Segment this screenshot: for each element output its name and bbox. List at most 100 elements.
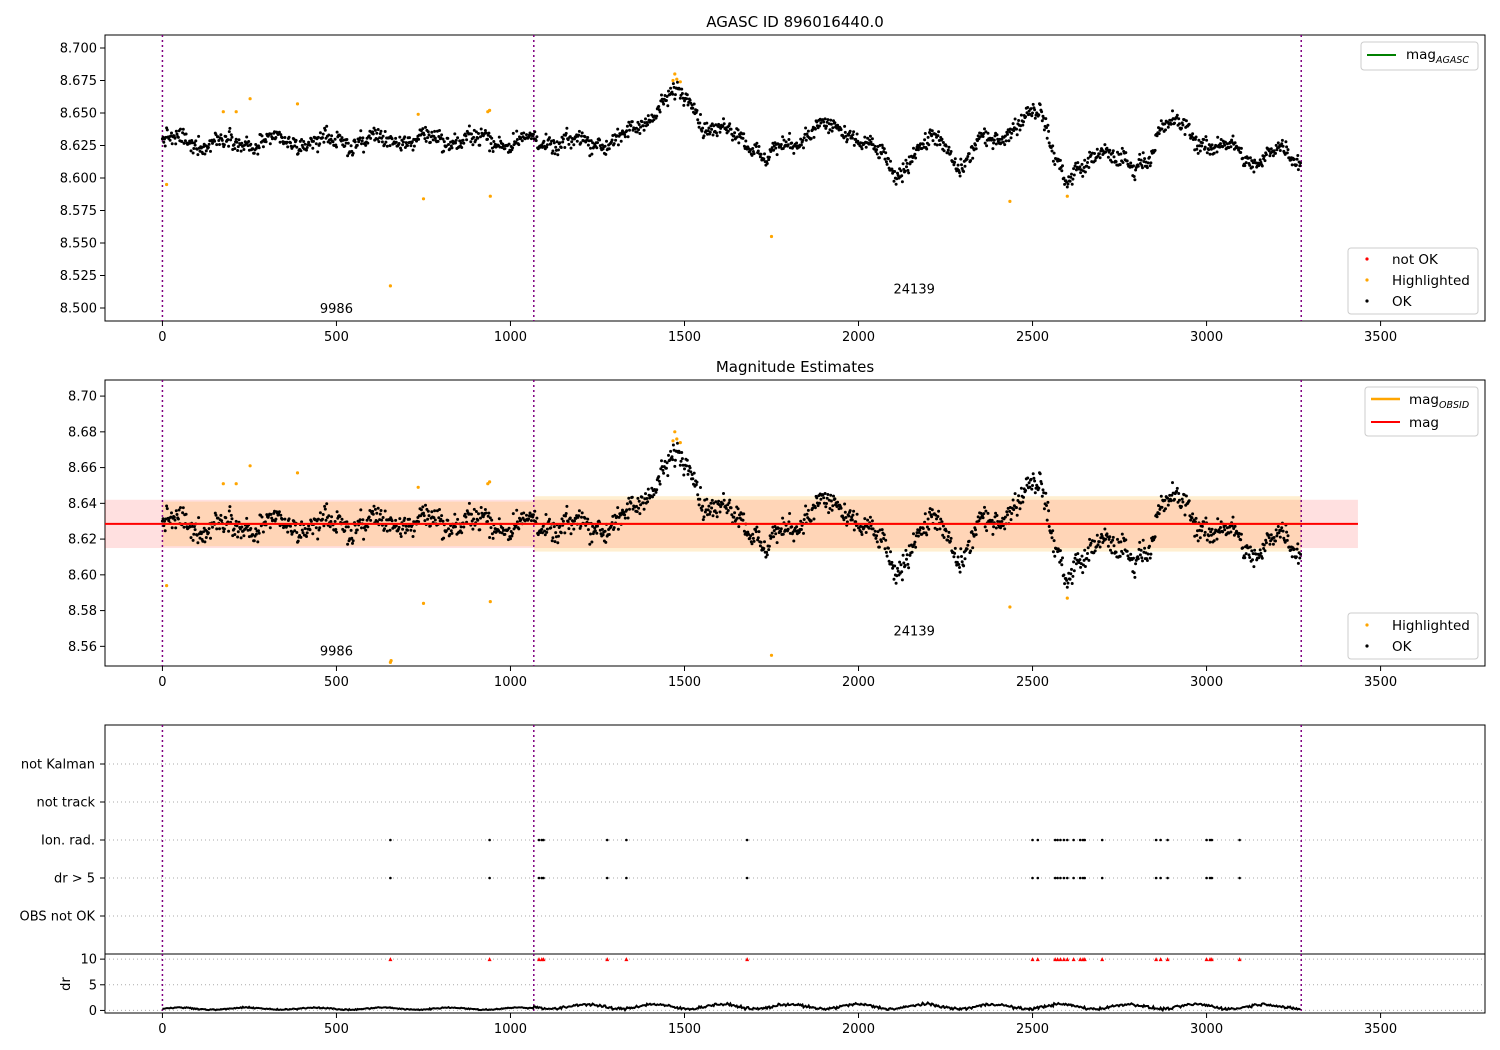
ok-point	[1187, 122, 1191, 126]
ok-point	[707, 126, 711, 130]
ok-point	[1051, 529, 1055, 533]
ok-point	[450, 146, 454, 150]
ok-point	[728, 122, 732, 126]
ok-point	[268, 142, 272, 146]
ok-point	[545, 527, 549, 531]
ok-point	[294, 138, 298, 142]
ok-point	[864, 145, 868, 149]
clipped-dr-marker	[537, 957, 542, 962]
panel2-ok-points	[160, 441, 1302, 589]
ok-point	[1292, 157, 1296, 161]
ok-point	[346, 154, 350, 158]
ok-point	[589, 532, 592, 536]
ok-point	[224, 135, 228, 138]
ok-point	[737, 525, 741, 529]
ok-point	[1105, 532, 1109, 536]
ok-point	[963, 557, 967, 561]
ok-point	[833, 121, 837, 125]
ok-point	[1111, 535, 1115, 539]
ok-point	[228, 505, 232, 509]
y-tick-label: 8.575	[60, 204, 97, 219]
ok-point	[686, 472, 690, 476]
ok-point	[1221, 530, 1225, 534]
ok-point	[1194, 135, 1198, 139]
ok-point	[711, 514, 715, 518]
ok-point	[333, 137, 337, 141]
ok-point	[626, 516, 630, 520]
ok-point	[349, 528, 353, 532]
panel1-x-axis: 0 500 1000 1500 2000 2500 3000 3500	[158, 321, 1397, 345]
ok-point	[905, 553, 909, 557]
ok-point	[1104, 150, 1108, 154]
ok-point	[426, 136, 430, 140]
ok-point	[1278, 149, 1282, 152]
ok-point	[1047, 129, 1051, 133]
highlighted-point	[295, 471, 300, 475]
ok-point	[1086, 161, 1089, 164]
ok-point	[1148, 556, 1152, 560]
ok-point	[848, 509, 852, 513]
ok-point	[976, 515, 980, 519]
ok-point	[751, 536, 755, 540]
flag-point	[537, 838, 541, 842]
ok-point	[442, 536, 446, 540]
ok-point	[1276, 525, 1280, 528]
ok-point	[575, 139, 579, 143]
ok-point	[454, 141, 457, 145]
ok-point	[864, 531, 868, 534]
ok-point	[1267, 149, 1271, 153]
flag-point	[1238, 876, 1241, 880]
ok-point	[887, 157, 890, 161]
ok-point	[628, 507, 631, 511]
ok-point	[408, 136, 411, 140]
ok-point	[671, 82, 675, 86]
ok-point	[1145, 166, 1149, 170]
ok-point	[621, 508, 624, 512]
ok-point	[1012, 508, 1016, 512]
ok-point	[170, 511, 173, 515]
ok-point	[404, 141, 408, 145]
ok-point	[1284, 140, 1288, 144]
ok-point	[829, 493, 833, 497]
ok-point	[1060, 563, 1064, 567]
ok-point	[194, 139, 198, 143]
legend-label-highlighted: Highlighted	[1392, 618, 1470, 634]
ok-point	[1175, 486, 1179, 490]
ok-point	[428, 140, 432, 144]
ok-point	[1146, 161, 1150, 165]
ok-point	[236, 149, 240, 152]
ok-point	[1096, 543, 1100, 547]
ok-point	[813, 127, 817, 131]
ok-point	[522, 131, 526, 135]
ok-point	[543, 533, 547, 537]
ok-point	[1088, 537, 1092, 541]
ok-point	[229, 513, 233, 517]
ok-point	[637, 123, 641, 126]
ok-point	[192, 525, 196, 529]
ok-point	[930, 508, 934, 512]
ok-point	[977, 519, 981, 523]
flag-point	[488, 838, 491, 842]
ok-point	[346, 525, 350, 529]
ok-point	[819, 121, 823, 125]
ok-point	[1108, 148, 1112, 152]
ok-point	[1032, 476, 1036, 480]
ok-point	[763, 152, 766, 156]
ok-point	[177, 508, 181, 512]
ok-point	[381, 134, 385, 138]
ok-point	[1248, 556, 1252, 559]
ok-point	[1012, 129, 1016, 133]
ok-point	[774, 532, 778, 536]
ok-point	[1260, 164, 1264, 168]
ok-point	[1132, 175, 1136, 178]
ok-point	[710, 506, 714, 510]
ok-point	[701, 504, 705, 508]
ok-point	[657, 479, 661, 483]
ok-point	[1171, 109, 1174, 113]
ok-point	[1008, 130, 1012, 134]
ok-point	[1118, 163, 1122, 167]
ok-point	[1107, 537, 1111, 541]
ok-point	[1191, 132, 1195, 136]
flag-point	[1031, 876, 1034, 880]
ok-point	[1153, 535, 1157, 539]
